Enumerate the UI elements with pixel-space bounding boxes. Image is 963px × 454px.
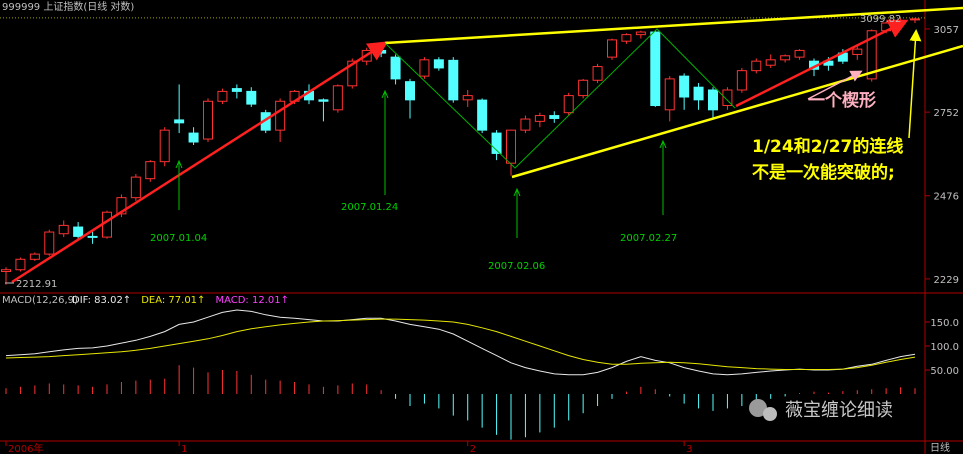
high-label: 3099.82 [860,14,901,25]
candle-body [650,31,661,107]
annotation: 1/24和2/27的连线 [752,136,903,157]
candle-body [549,115,560,119]
candle-body [58,224,69,235]
macd-line [5,309,916,376]
annotation: 一个楔形 [808,90,876,111]
watermark-icon [763,407,777,421]
y-tick-label: 150.0 [930,318,959,329]
y-tick-label: 2229 [934,275,959,286]
candle-body [506,129,516,164]
annotation: 2007.02.06 [488,261,545,272]
legend-entry: MACD: 12.01↑ [215,295,289,306]
candle-body [852,48,863,55]
candle-body [390,56,401,80]
macd-panel: 150.0 100.0 50.00 DIF: 83.02↑ DEA: 77.01↑ MAC… [5,295,959,440]
candle-body [376,49,387,54]
candle-body [751,60,762,72]
candle-body [332,85,343,111]
candle-body [794,49,805,58]
candle-body [664,78,675,111]
candle-body [188,132,199,143]
candle-body [866,30,877,80]
candle-body [15,258,26,271]
candle-body [73,226,84,237]
watermark: 薇宝缠论细读 [749,399,893,421]
candle-body [217,90,228,102]
candle-body [44,231,55,255]
candle-body [708,89,718,111]
trend-arrow [11,41,389,284]
candle-body [534,115,545,122]
candle-body [607,39,617,58]
candle-body [419,59,430,77]
candle-body [275,100,286,131]
candle-body [159,129,170,163]
candle-body [910,18,920,21]
candle-body [621,34,632,42]
y-tick-label: 2752 [934,108,959,119]
candle-body [246,90,257,105]
legend-entry: DEA: 77.01↑ [141,295,205,306]
y-tick-label: 50.00 [930,366,959,377]
y-tick-label: 100.0 [930,342,959,353]
candle-body [433,59,444,69]
candle-body [130,176,141,199]
macd-title: MACD(12,26,9) [2,295,78,306]
x-tick-label: 2 [470,444,476,454]
trend-arrow [735,19,909,108]
candle-body [29,253,40,260]
candle-body [563,95,574,114]
callout-arrow [807,70,863,100]
x-tick-label: 3 [686,444,692,454]
chart-title: 999999 上证指数(日线 对数) [2,0,134,13]
candle-body [1,269,11,272]
candle-body [477,99,488,131]
y-tick-label: 2476 [934,192,959,203]
candle-body [448,59,459,101]
candle-body [635,31,646,36]
x-tick-label: 1 [181,444,187,454]
low-label: 2212.91 [16,279,57,290]
wedge-line [511,44,963,179]
candle-body [145,161,156,180]
candle-body [693,86,704,101]
macd-line [5,318,916,370]
candle-body [174,119,185,124]
candle-body [578,79,589,97]
candle-body [87,235,98,238]
candle-body [491,132,502,154]
watermark-icon [749,399,767,417]
candle-body [318,99,329,102]
zigzag [384,28,736,169]
candle-body [462,95,473,101]
candle-body [765,59,776,66]
wedge-line [384,6,963,45]
candle-body [736,70,747,91]
candle-body [679,75,690,98]
candle-body [116,197,127,215]
annotation: 2007.01.24 [341,202,398,213]
candle-body [722,89,733,107]
candle-body [592,66,603,81]
annotation: 2007.01.04 [150,233,207,244]
candle-body [780,55,791,61]
callout-arrow [908,29,922,139]
axis-name: 日线 [930,441,950,454]
legend-entry: DIF: 83.02↑ [72,295,131,306]
watermark-text: 薇宝缠论细读 [785,400,893,421]
candle-body [405,81,415,101]
y-tick-label: 3057 [934,25,959,36]
annotation-lines [5,6,963,284]
candle-body [203,100,213,140]
candle-body [347,60,358,87]
x-tick-label: 2006年 [8,442,43,454]
candles [0,17,925,285]
candle-body [231,88,242,92]
candle-body [520,118,531,131]
annotation: 2007.02.27 [620,233,677,244]
annotation: 不是一次能突破的; [752,162,895,183]
